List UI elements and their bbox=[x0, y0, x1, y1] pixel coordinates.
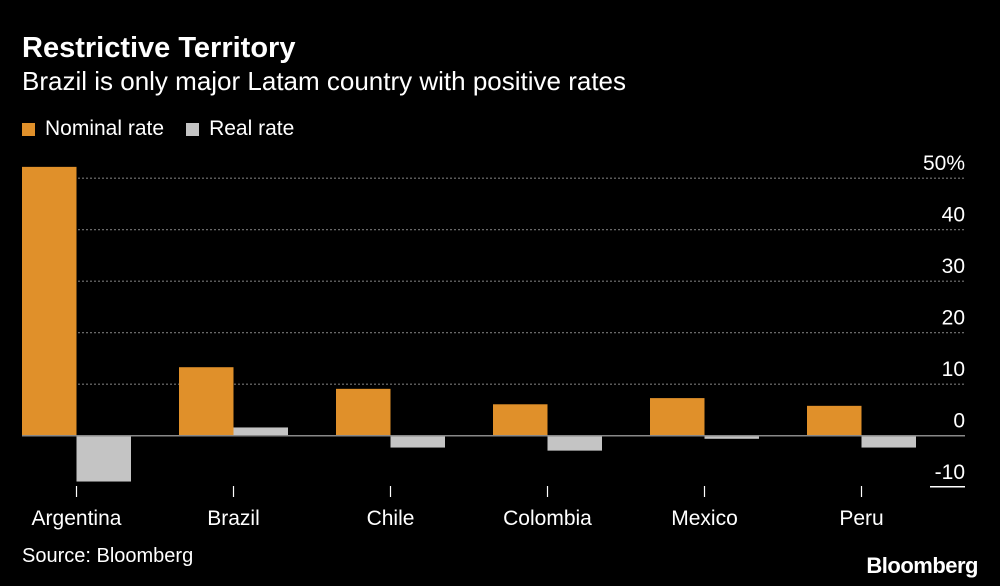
legend-swatch-real bbox=[186, 122, 200, 136]
legend-label-real: Real rate bbox=[209, 117, 295, 140]
bar-real-peru bbox=[861, 435, 916, 448]
legend-label-nominal: Nominal rate bbox=[45, 117, 165, 140]
bar-real-mexico bbox=[704, 435, 759, 439]
bar-real-colombia bbox=[547, 435, 602, 451]
x-tick-label: Colombia bbox=[503, 507, 592, 530]
bar-real-brazil bbox=[233, 427, 288, 436]
y-tick-label: -10 bbox=[935, 461, 965, 484]
bar-nominal-mexico bbox=[650, 398, 705, 436]
y-tick-label: 10 bbox=[942, 358, 965, 381]
bar-real-chile bbox=[390, 435, 445, 448]
source-note: Source: Bloomberg bbox=[22, 545, 194, 567]
y-tick-label: 20 bbox=[942, 307, 965, 330]
legend: Nominal rate Real rate bbox=[22, 117, 294, 141]
x-tick-label: Mexico bbox=[671, 507, 738, 530]
bar-nominal-chile bbox=[336, 388, 391, 436]
bar-nominal-argentina bbox=[22, 166, 77, 436]
y-tick-label: 50% bbox=[923, 152, 965, 175]
x-tick-label: Argentina bbox=[32, 507, 122, 530]
y-tick-label: 40 bbox=[942, 204, 965, 227]
x-tick-label: Chile bbox=[367, 507, 415, 530]
x-tick-label: Brazil bbox=[207, 507, 260, 530]
bar-real-argentina bbox=[76, 435, 131, 482]
bar-nominal-colombia bbox=[493, 404, 548, 436]
bloomberg-logo: Bloomberg bbox=[866, 553, 978, 578]
x-tick-label: Peru bbox=[839, 507, 883, 530]
chart-subtitle: Brazil is only major Latam country with … bbox=[22, 66, 627, 96]
bar-nominal-peru bbox=[807, 405, 862, 436]
legend-swatch-nominal bbox=[22, 122, 35, 136]
bar-nominal-brazil bbox=[179, 367, 234, 436]
chart-title: Restrictive Territory bbox=[22, 32, 296, 64]
y-tick-label: 30 bbox=[942, 255, 965, 278]
y-tick-label: 0 bbox=[953, 410, 965, 433]
